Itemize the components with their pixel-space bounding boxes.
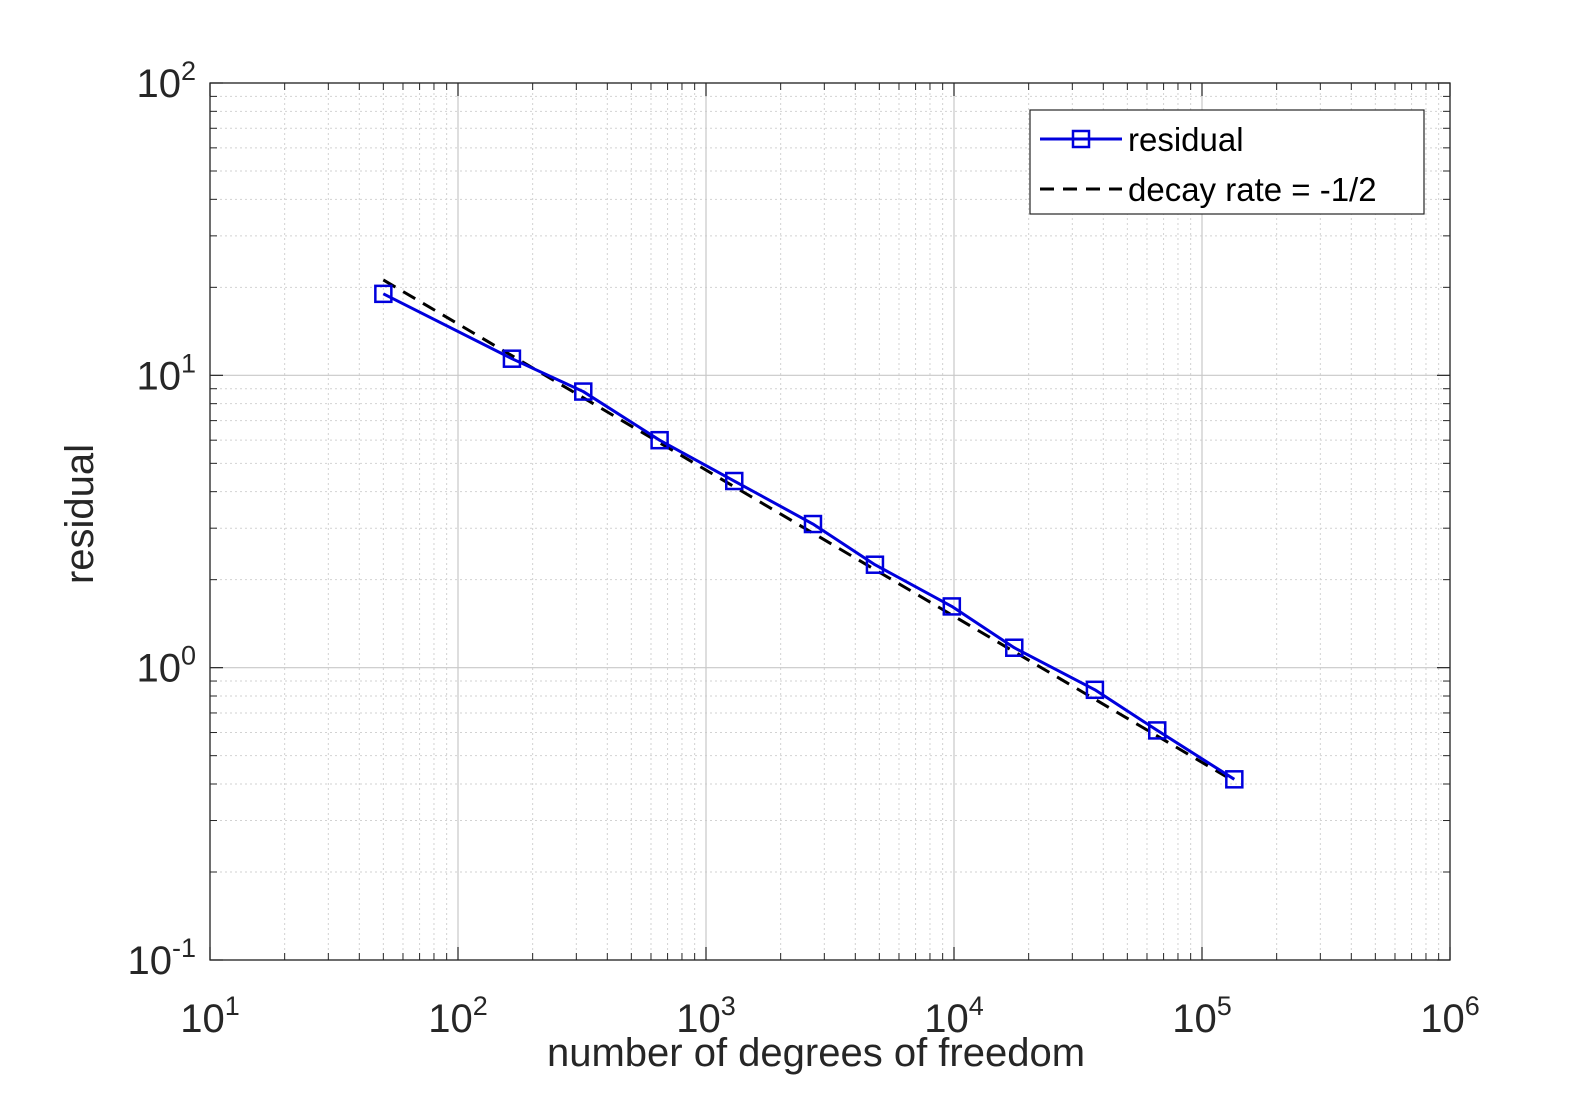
axes-box	[209, 82, 1451, 961]
series-layer	[374, 278, 1244, 789]
x-tick-label: 103	[676, 991, 736, 1041]
y-axis-label: residual	[58, 444, 102, 584]
residual-data-point	[725, 471, 744, 491]
residual-data-point	[574, 382, 593, 401]
residual-data-point	[1005, 638, 1024, 657]
x-tick-label: 101	[180, 991, 240, 1041]
residual-data-point	[942, 597, 962, 616]
legend-box	[1029, 109, 1425, 215]
y-tick-label: 10-1	[127, 933, 196, 983]
legend: residual decay rate = -1/2	[1029, 109, 1425, 215]
x-tick-label: 105	[1172, 991, 1232, 1041]
residual-data-point	[1147, 721, 1167, 740]
y-tick-label: 102	[136, 56, 196, 106]
legend-decay-label: decay rate = -1/2	[1128, 171, 1377, 208]
y-tick-labels: 10-1 100 101 102	[127, 56, 196, 983]
residual-data-point	[865, 555, 885, 574]
residual-data-point	[1225, 770, 1244, 789]
minor-grid	[210, 83, 1450, 960]
residual-data-point	[374, 284, 393, 304]
x-tick-label: 102	[428, 991, 488, 1041]
residual-data-point	[1085, 680, 1105, 700]
legend-residual-marker	[1071, 129, 1091, 149]
legend-residual-label: residual	[1128, 121, 1244, 158]
y-tick-label: 100	[136, 641, 196, 691]
y-tick-label: 101	[136, 348, 196, 398]
axes-frame	[209, 82, 1451, 961]
series-line-residual	[382, 292, 1236, 781]
residual-data-point	[803, 514, 823, 534]
x-tick-label: 104	[924, 991, 984, 1041]
x-tick-labels: 101 102 103 104 105 106	[180, 991, 1480, 1041]
x-tick-label: 106	[1420, 991, 1480, 1041]
residual-data-point	[650, 430, 669, 450]
x-axis-label: number of degrees of freedom	[547, 1031, 1085, 1075]
residual-data-point	[502, 349, 522, 368]
